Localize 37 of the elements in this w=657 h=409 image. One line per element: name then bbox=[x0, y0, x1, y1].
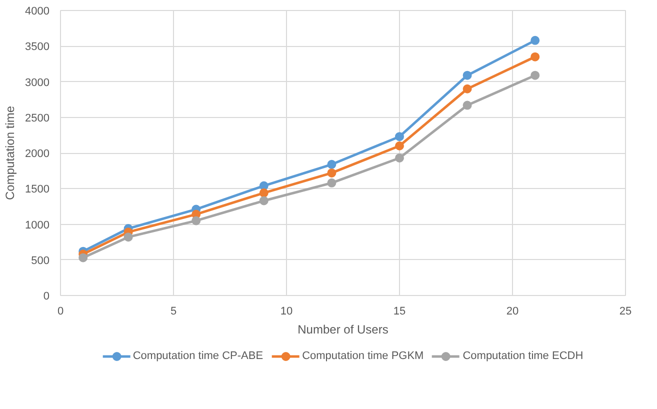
y-tick-label: 500 bbox=[31, 254, 50, 267]
x-tick-label: 0 bbox=[57, 306, 64, 318]
y-axis-title: Computation time bbox=[3, 106, 18, 200]
point bbox=[259, 188, 268, 198]
point bbox=[327, 160, 336, 169]
y-tick-label: 4000 bbox=[25, 6, 50, 18]
x-tick-label: 25 bbox=[619, 306, 632, 318]
legend-label: Computation time CP-ABE bbox=[132, 350, 264, 362]
point bbox=[124, 232, 133, 242]
x-tick-label: 5 bbox=[170, 306, 177, 318]
y-tick-label: 2500 bbox=[25, 112, 50, 124]
point bbox=[259, 196, 268, 206]
point bbox=[530, 70, 540, 80]
y-tick-label: 1000 bbox=[25, 219, 50, 232]
y-tick-label: 1500 bbox=[25, 184, 50, 196]
legend-label: Computation time PGKM bbox=[302, 350, 424, 362]
x-tick-label: 15 bbox=[393, 306, 406, 318]
point bbox=[462, 70, 472, 80]
x-tick-label: 20 bbox=[506, 306, 519, 318]
y-tick-label: 2000 bbox=[25, 148, 50, 160]
point bbox=[327, 168, 336, 178]
y-tick-label: 0 bbox=[43, 290, 50, 302]
point bbox=[327, 178, 336, 188]
point bbox=[530, 36, 540, 45]
point bbox=[530, 52, 540, 62]
point bbox=[395, 141, 404, 150]
point bbox=[462, 100, 472, 110]
point bbox=[395, 153, 404, 162]
x-axis-title: Number of Users bbox=[298, 322, 388, 336]
x-tick-label: 10 bbox=[280, 306, 293, 318]
point bbox=[462, 84, 472, 94]
y-tick-label: 3500 bbox=[25, 41, 50, 54]
point bbox=[192, 216, 201, 226]
point bbox=[78, 253, 88, 262]
legend-label: Computation time ECDH bbox=[462, 350, 584, 362]
y-tick-label: 3000 bbox=[25, 76, 50, 89]
point bbox=[395, 132, 404, 142]
